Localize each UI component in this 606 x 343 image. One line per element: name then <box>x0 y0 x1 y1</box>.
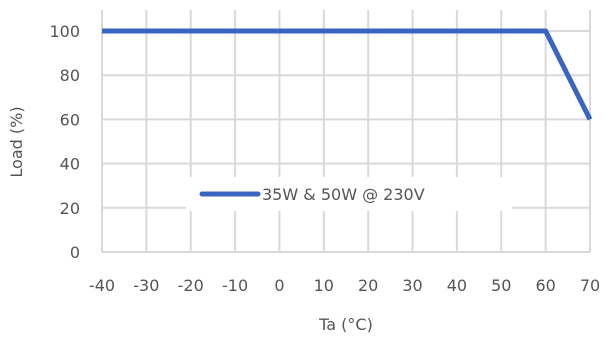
x-tick-label: 60 <box>535 276 555 295</box>
x-tick-label: 50 <box>491 276 511 295</box>
legend: 35W & 50W @ 230V <box>186 177 512 211</box>
y-tick-label: 80 <box>60 66 80 85</box>
x-tick-label: -30 <box>133 276 159 295</box>
series-lines <box>102 28 593 121</box>
x-tick-labels: -40 -30 -20 -10 0 10 20 30 40 50 60 70 <box>89 276 600 295</box>
x-tick-label: 70 <box>580 276 600 295</box>
x-tick-label: 10 <box>314 276 334 295</box>
x-tick-label: -20 <box>178 276 204 295</box>
legend-label: 35W & 50W @ 230V <box>262 185 425 204</box>
grid <box>101 10 591 253</box>
y-tick-label: 100 <box>49 22 80 41</box>
x-tick-label: 40 <box>447 276 467 295</box>
x-tick-label: 0 <box>274 276 284 295</box>
y-tick-label: 40 <box>60 155 80 174</box>
series-line-0 <box>102 28 593 121</box>
x-tick-label: 30 <box>402 276 422 295</box>
y-tick-label: 20 <box>60 199 80 218</box>
y-tick-label: 60 <box>60 110 80 129</box>
y-tick-label: 0 <box>70 243 80 262</box>
x-axis-title: Ta (°C) <box>318 315 373 334</box>
y-axis-title: Load (%) <box>7 106 26 177</box>
x-tick-label: 20 <box>358 276 378 295</box>
x-tick-label: -40 <box>89 276 115 295</box>
y-tick-labels: 0 20 40 60 80 100 <box>49 22 80 262</box>
x-tick-label: -10 <box>222 276 248 295</box>
